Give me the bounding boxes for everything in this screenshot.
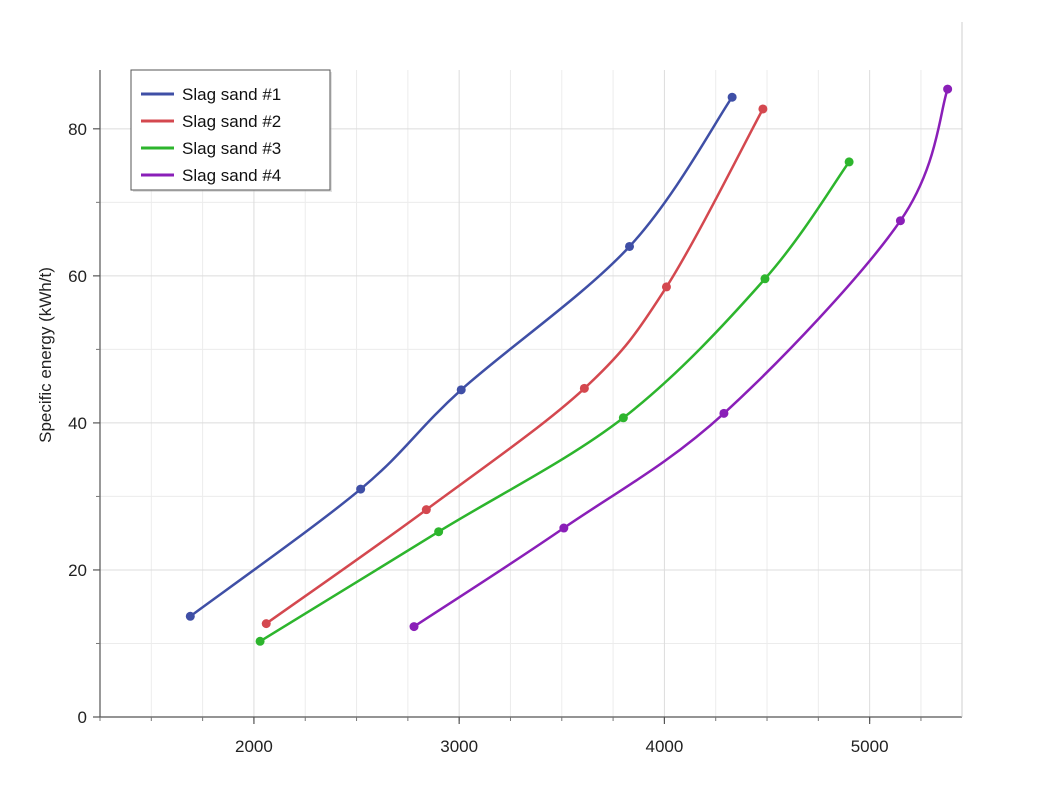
- data-point: [719, 408, 729, 418]
- series-1: [185, 92, 737, 621]
- legend-label: Slag sand #4: [182, 166, 281, 185]
- data-point: [261, 619, 271, 629]
- series-2: [261, 104, 768, 629]
- legend-box: [130, 69, 331, 191]
- y-tick-label: 40: [68, 414, 87, 433]
- data-point: [434, 527, 444, 537]
- data-point: [421, 505, 431, 515]
- legend-label: Slag sand #3: [182, 139, 281, 158]
- y-tick-label: 0: [78, 708, 87, 727]
- data-point: [760, 274, 770, 284]
- data-point: [618, 413, 628, 423]
- series-line: [264, 107, 765, 625]
- data-point: [943, 84, 953, 94]
- x-tick-label: 3000: [440, 737, 478, 756]
- data-point: [895, 216, 905, 226]
- y-tick-label: 20: [68, 561, 87, 580]
- legend-label: Slag sand #1: [182, 85, 281, 104]
- y-tick-label: 60: [68, 267, 87, 286]
- data-point: [255, 636, 265, 646]
- data-point: [727, 92, 737, 102]
- legend-label: Slag sand #2: [182, 112, 281, 131]
- x-tick-label: 2000: [235, 737, 273, 756]
- data-point: [579, 383, 589, 393]
- data-point: [356, 484, 366, 494]
- series-3: [255, 157, 854, 646]
- y-tick-label: 80: [68, 120, 87, 139]
- data-point: [185, 611, 195, 621]
- y-axis-label: Specific energy (kWh/t): [36, 267, 55, 443]
- data-point: [625, 241, 635, 251]
- data-point: [758, 104, 768, 114]
- x-tick-label: 5000: [851, 737, 889, 756]
- data-point: [661, 282, 671, 292]
- series-4: [409, 84, 953, 632]
- data-point: [844, 157, 854, 167]
- data-point: [559, 523, 569, 533]
- data-point: [409, 622, 419, 632]
- data-point: [456, 385, 466, 395]
- x-tick-label: 4000: [645, 737, 683, 756]
